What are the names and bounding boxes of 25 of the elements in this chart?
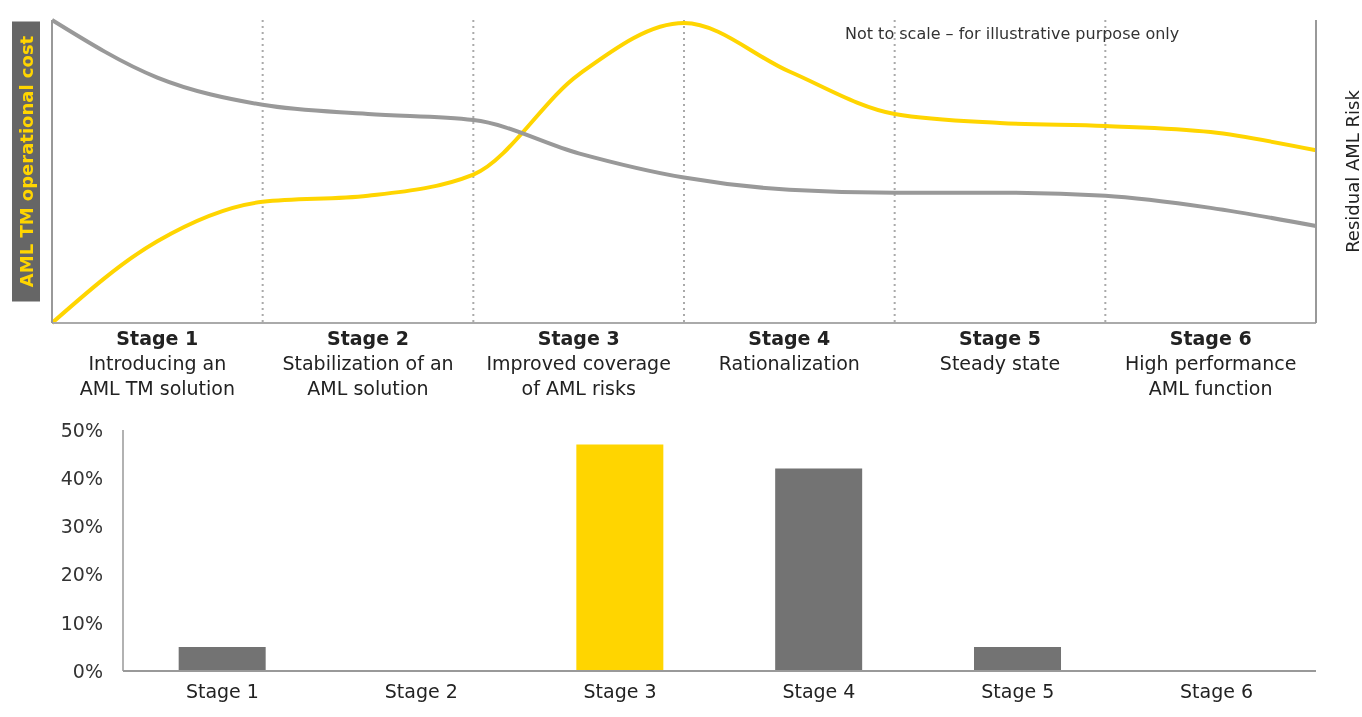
x-tick-label: Stage 6 bbox=[1180, 680, 1254, 703]
x-tick-label: Stage 4 bbox=[782, 680, 856, 703]
x-tick-label: Stage 5 bbox=[981, 680, 1055, 703]
x-tick-label: Stage 5 Steady state bbox=[939, 327, 1061, 374]
x-tick-label: Stage 3 Improved coverage of AML risks bbox=[486, 327, 671, 399]
y-tick-label: 30% bbox=[60, 515, 103, 538]
y2-axis-title: Residual AML Risk bbox=[1341, 89, 1362, 253]
bar bbox=[178, 646, 266, 671]
x-tick-label: Stage 3 bbox=[583, 680, 657, 703]
bar bbox=[576, 444, 664, 671]
x-tick-label: Stage 2 Stabilization of an AML solution bbox=[282, 327, 454, 399]
y-tick-label: 40% bbox=[60, 466, 103, 489]
x-tick-label: Stage 1 Introducing an AML TM solution bbox=[79, 327, 235, 399]
x-tick-label: Stage 2 bbox=[384, 680, 458, 703]
y-tick-label: 0% bbox=[72, 659, 103, 682]
x-tick-label: Stage 6 High performance AML function bbox=[1124, 327, 1297, 399]
y-tick-label: 50% bbox=[60, 418, 103, 441]
annotation: Not to scale – for illustrative purpose only bbox=[845, 24, 1180, 43]
bar bbox=[974, 646, 1062, 671]
x-tick-label: Stage 1 bbox=[185, 680, 259, 703]
x-tick-label: Stage 4 Rationalization bbox=[718, 327, 860, 374]
y-tick-label: 10% bbox=[60, 611, 103, 634]
y-tick-label: 20% bbox=[60, 563, 103, 586]
bar bbox=[775, 468, 863, 671]
y-axis-title: AML TM operational cost bbox=[15, 35, 37, 288]
